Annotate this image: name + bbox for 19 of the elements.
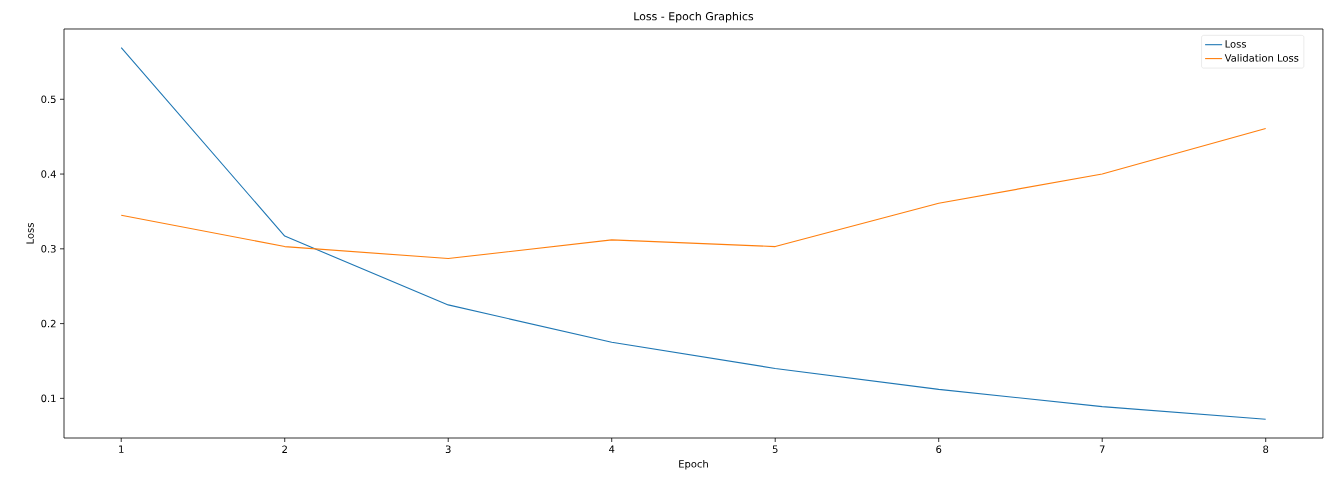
x-tick-label: 6 [936,445,942,454]
x-axis-title: Epoch [679,459,708,470]
y-axis-title: Loss [26,223,34,244]
x-tick-label: 5 [772,445,778,453]
y-tick-label: 0.1 [41,394,56,403]
y-tick-label: 0.2 [41,319,56,328]
y-tick-label: 0.5 [41,95,56,104]
y-tick-label: 0.4 [41,170,56,178]
x-tick-label: 4 [609,445,615,453]
legend-label: Loss [1225,40,1247,48]
chart-title: Loss - Epoch Graphics [634,11,754,23]
x-tick-label: 1 [119,445,124,453]
x-tick-label: 3 [445,445,451,454]
x-tick-label: 7 [1099,445,1105,453]
x-tick-label: 2 [282,445,287,453]
x-tick-label: 8 [1263,445,1269,454]
y-tick-label: 0.3 [41,245,56,253]
line-series [120,127,1267,260]
legend-label: Validation Loss [1224,54,1299,62]
